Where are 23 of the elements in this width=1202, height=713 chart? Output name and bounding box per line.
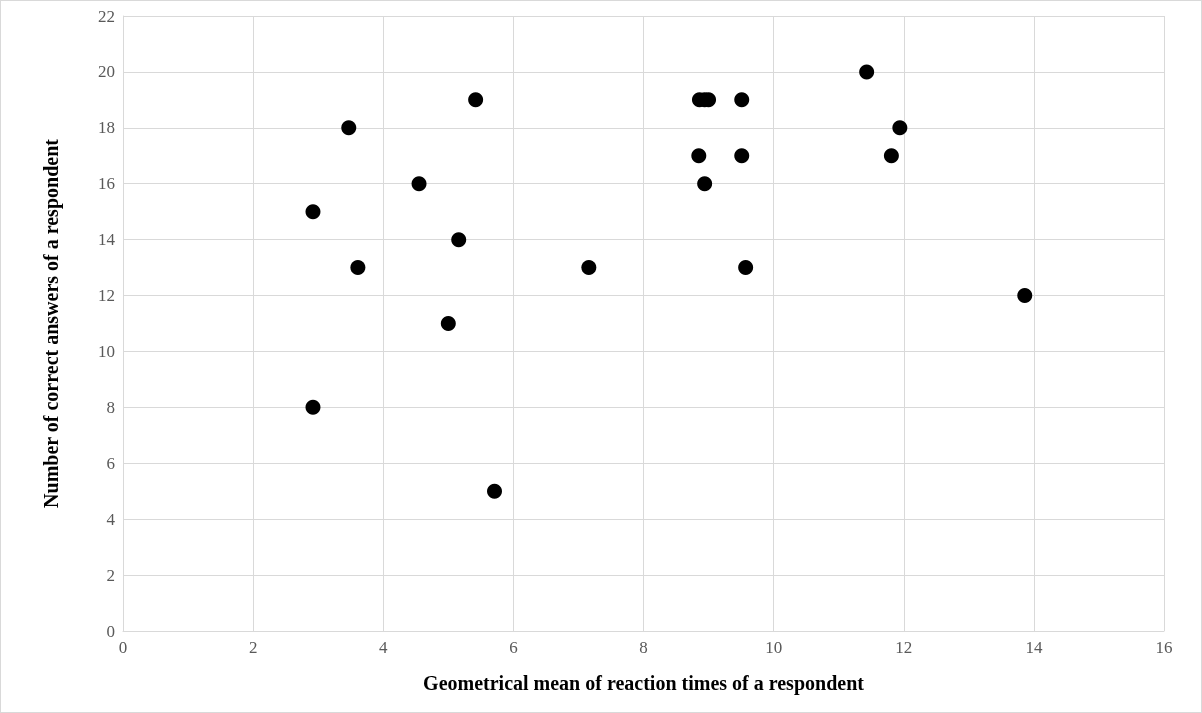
x-tick-label: 2 bbox=[248, 638, 258, 657]
x-tick-label: 10 bbox=[765, 638, 783, 657]
y-tick-label: 4 bbox=[106, 509, 116, 529]
x-tick-label: 6 bbox=[509, 638, 518, 657]
y-tick-label: 12 bbox=[98, 286, 115, 306]
y-tick-label: 8 bbox=[106, 397, 115, 417]
y-axis-title: Number of correct answers of a respondent bbox=[40, 138, 63, 508]
x-tick-label: 14 bbox=[1025, 638, 1043, 657]
y-tick-label: 6 bbox=[106, 453, 115, 473]
x-axis-title: Geometrical mean of reaction times of a respondent bbox=[423, 672, 865, 695]
x-tick-label: 0 bbox=[118, 638, 128, 657]
y-tick-label: 14 bbox=[98, 230, 116, 250]
x-tick-label: 16 bbox=[1155, 638, 1173, 657]
y-tick-label: 0 bbox=[106, 621, 115, 641]
y-tick-label: 18 bbox=[98, 118, 115, 138]
y-tick-label: 22 bbox=[98, 6, 115, 26]
y-tick-label: 2 bbox=[106, 565, 115, 585]
y-tick-label: 10 bbox=[98, 341, 115, 361]
x-tick-label: 4 bbox=[379, 638, 388, 657]
x-tick-label: 12 bbox=[895, 638, 913, 657]
y-tick-label: 20 bbox=[98, 62, 115, 82]
x-tick-label: 8 bbox=[639, 638, 648, 657]
y-tick-label: 16 bbox=[98, 174, 115, 194]
